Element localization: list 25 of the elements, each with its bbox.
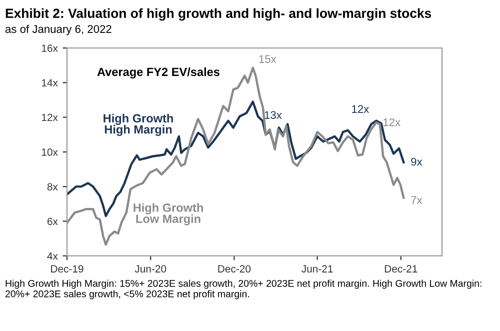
chart-subtitle: as of January 6, 2022 (5, 24, 112, 36)
series-label: High Growth Low Margin (134, 203, 203, 226)
y-tick-label: 6x (48, 218, 58, 226)
text: High Growth High Margin: 15%+ 2023E sales growth, 20%+ 2023E net profit margin. High Growth Low Margin: 20%+ 2023E sales growth, <5% 2023E net profit margin. (5, 280, 482, 300)
annotation: 12x (352, 105, 370, 113)
line-series (67, 66, 405, 246)
series-label: High Growth High Margin (104, 114, 173, 136)
y-tick-label: 14x (42, 79, 58, 86)
x-tick-label: Dec-20 (218, 265, 251, 273)
x-tick-label: Jun-21 (302, 265, 333, 273)
annotation: 15x (259, 55, 276, 63)
y-tick-label: 8x (47, 183, 58, 190)
y-tick-label: 4x (47, 252, 58, 260)
annotation: 13x (264, 111, 282, 119)
y-tick-label: 16x (42, 44, 58, 52)
annotation: 7x (411, 196, 422, 204)
annotation: 12x (384, 118, 400, 126)
x-tick-label: Dec-19 (51, 265, 84, 273)
y-tick-label: 10x (42, 148, 58, 156)
chart-title: Exhibit 2: Valuation of high growth and high- and low-margin stocks (6, 8, 432, 21)
annotation: 9x (411, 158, 422, 166)
x-tick-label: Dec-21 (384, 265, 418, 273)
x-tick-label: Jun-20 (134, 265, 166, 273)
y-tick-label: 12x (42, 114, 58, 122)
annotation: Average FY2 EV/sales (97, 67, 220, 78)
